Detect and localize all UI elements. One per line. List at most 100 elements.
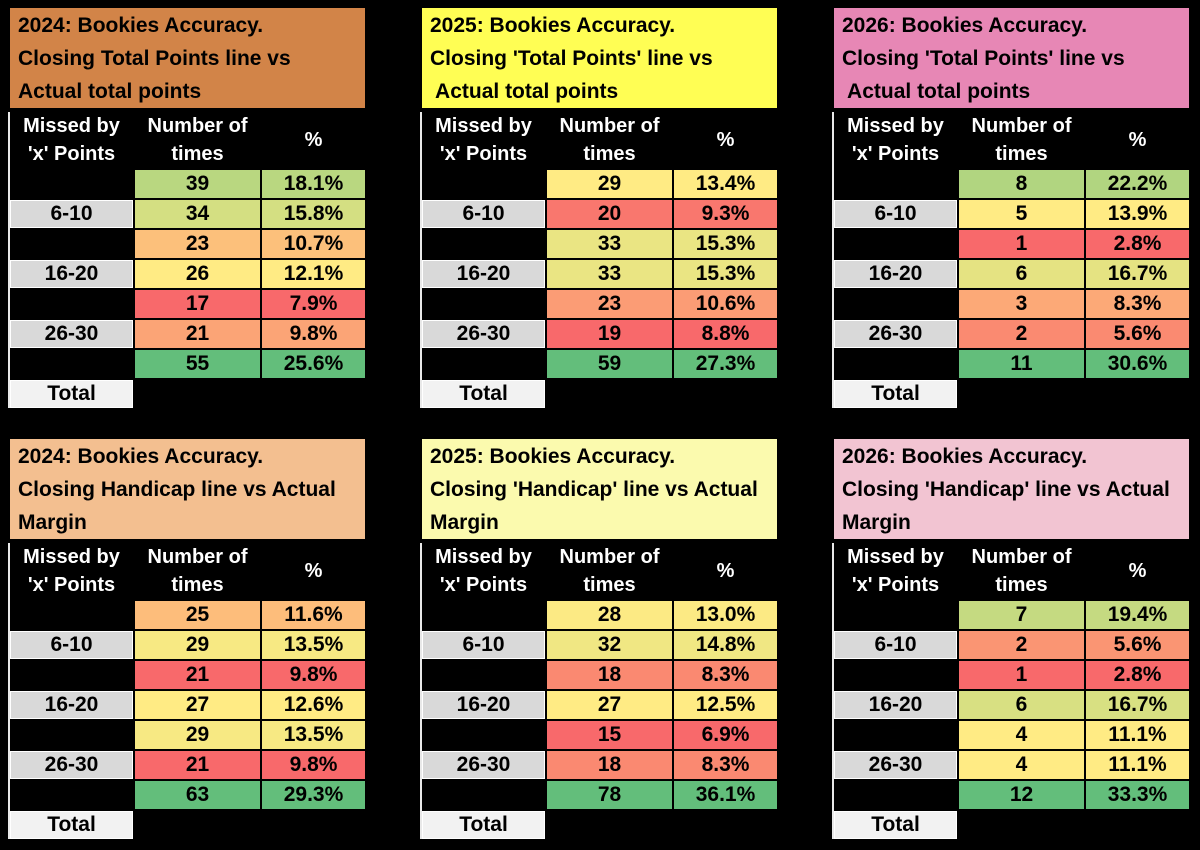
col-header-number-of-times: Number of times (959, 543, 1084, 599)
data-rows: 28 13.0% 6-10 32 14.8% 18 8.3% 16-20 27 … (422, 601, 777, 809)
percent-cell: 2.8% (1086, 661, 1189, 689)
missed-by-cell: 6-10 (834, 200, 957, 228)
table-title-line: 2024: Bookies Accuracy. (18, 445, 264, 468)
percent-cell: 13.0% (674, 601, 777, 629)
table-row: 16-20 6 16.7% (834, 691, 1189, 719)
missed-by-cell: 16-20 (422, 260, 545, 288)
col-header-percent: % (674, 543, 777, 599)
table-row: 29 13.5% (10, 721, 365, 749)
missed-by-cell (10, 661, 133, 689)
col-header-line: Number of (559, 115, 660, 137)
total-label-cell: Total (834, 380, 957, 408)
col-header-number-of-times: Number of times (135, 112, 260, 168)
col-header-line: times (171, 143, 224, 165)
count-cell: 2 (959, 631, 1084, 659)
col-header-percent: % (262, 543, 365, 599)
col-header-line: times (171, 574, 224, 596)
table-title-line: Closing Handicap line vs Actual (18, 478, 336, 501)
count-cell: 2 (959, 320, 1084, 348)
missed-by-cell: 26-30 (10, 320, 133, 348)
table-row: 6-10 34 15.8% (10, 200, 365, 228)
table-body: Missed by 'x' Points Number of times % 2… (420, 543, 777, 839)
column-headers: Missed by 'x' Points Number of times % (422, 543, 777, 599)
table-title-line: Closing 'Total Points' line vs (842, 47, 1125, 70)
column-headers: Missed by 'x' Points Number of times % (10, 543, 365, 599)
table-row: 39 18.1% (10, 170, 365, 198)
table-row: 7 19.4% (834, 601, 1189, 629)
missed-by-cell: 6-10 (422, 200, 545, 228)
count-cell: 19 (547, 320, 672, 348)
percent-cell: 9.3% (674, 200, 777, 228)
missed-by-cell (422, 601, 545, 629)
percent-cell: 33.3% (1086, 781, 1189, 809)
table-title-block: 2025: Bookies Accuracy. Closing 'Total Po… (422, 8, 777, 108)
table-title-block: 2024: Bookies Accuracy. Closing Total Poi… (10, 8, 365, 108)
table-row: 6-10 29 13.5% (10, 631, 365, 659)
missed-by-cell: 6-10 (422, 631, 545, 659)
accuracy-table-5: 2026: Bookies Accuracy. Closing 'Handicap… (832, 439, 1189, 839)
percent-cell: 19.4% (1086, 601, 1189, 629)
missed-by-cell: 26-30 (422, 751, 545, 779)
count-cell: 3 (959, 290, 1084, 318)
col-header-line: % (716, 560, 735, 582)
percent-cell: 11.1% (1086, 751, 1189, 779)
missed-by-cell (834, 601, 957, 629)
table-row: 16-20 6 16.7% (834, 260, 1189, 288)
missed-by-cell (422, 661, 545, 689)
accuracy-table-1: 2025: Bookies Accuracy. Closing 'Total Po… (420, 8, 777, 408)
table-row: 23 10.7% (10, 230, 365, 258)
accuracy-table-4: 2025: Bookies Accuracy. Closing 'Handicap… (420, 439, 777, 839)
count-cell: 20 (547, 200, 672, 228)
missed-by-cell: 16-20 (10, 260, 133, 288)
data-rows: 39 18.1% 6-10 34 15.8% 23 10.7% 16-20 26… (10, 170, 365, 378)
missed-by-cell: 26-30 (834, 751, 957, 779)
column-headers: Missed by 'x' Points Number of times % (834, 543, 1189, 599)
missed-by-cell: 16-20 (10, 691, 133, 719)
count-cell: 28 (547, 601, 672, 629)
table-row: 4 11.1% (834, 721, 1189, 749)
missed-by-cell (10, 781, 133, 809)
table-title-block: 2026: Bookies Accuracy. Closing 'Handicap… (834, 439, 1189, 539)
percent-cell: 9.8% (262, 320, 365, 348)
percent-cell: 12.5% (674, 691, 777, 719)
count-cell: 6 (959, 260, 1084, 288)
col-header-line: % (1128, 560, 1147, 582)
col-header-line: % (1128, 129, 1147, 151)
col-header-missed-by: Missed by 'x' Points (10, 543, 133, 599)
count-cell: 78 (547, 781, 672, 809)
col-header-line: % (304, 129, 323, 151)
missed-by-cell (10, 350, 133, 378)
total-row: Total (422, 811, 777, 839)
table-title-line: Closing 'Total Points' line vs (430, 47, 713, 70)
count-cell: 29 (547, 170, 672, 198)
missed-by-cell: 6-10 (10, 200, 133, 228)
table-row: 16-20 26 12.1% (10, 260, 365, 288)
missed-by-cell (10, 290, 133, 318)
table-row: 26-30 19 8.8% (422, 320, 777, 348)
percent-cell: 2.8% (1086, 230, 1189, 258)
percent-cell: 8.3% (674, 661, 777, 689)
missed-by-cell (422, 721, 545, 749)
table-row: 18 8.3% (422, 661, 777, 689)
col-header-line: 'x' Points (851, 574, 940, 596)
count-cell: 4 (959, 721, 1084, 749)
missed-by-cell: 26-30 (10, 751, 133, 779)
count-cell: 4 (959, 751, 1084, 779)
table-body: Missed by 'x' Points Number of times % 3… (8, 112, 365, 408)
count-cell: 18 (547, 751, 672, 779)
percent-cell: 6.9% (674, 721, 777, 749)
col-header-line: 'x' Points (27, 574, 116, 596)
table-row: 78 36.1% (422, 781, 777, 809)
percent-cell: 15.3% (674, 230, 777, 258)
percent-cell: 18.1% (262, 170, 365, 198)
percent-cell: 16.7% (1086, 260, 1189, 288)
percent-cell: 9.8% (262, 751, 365, 779)
column-headers: Missed by 'x' Points Number of times % (422, 112, 777, 168)
count-cell: 17 (135, 290, 260, 318)
percent-cell: 8.3% (674, 751, 777, 779)
table-row: 8 22.2% (834, 170, 1189, 198)
col-header-missed-by: Missed by 'x' Points (422, 543, 545, 599)
table-row: 26-30 21 9.8% (10, 320, 365, 348)
col-header-line: 'x' Points (439, 143, 528, 165)
total-label-cell: Total (10, 380, 133, 408)
